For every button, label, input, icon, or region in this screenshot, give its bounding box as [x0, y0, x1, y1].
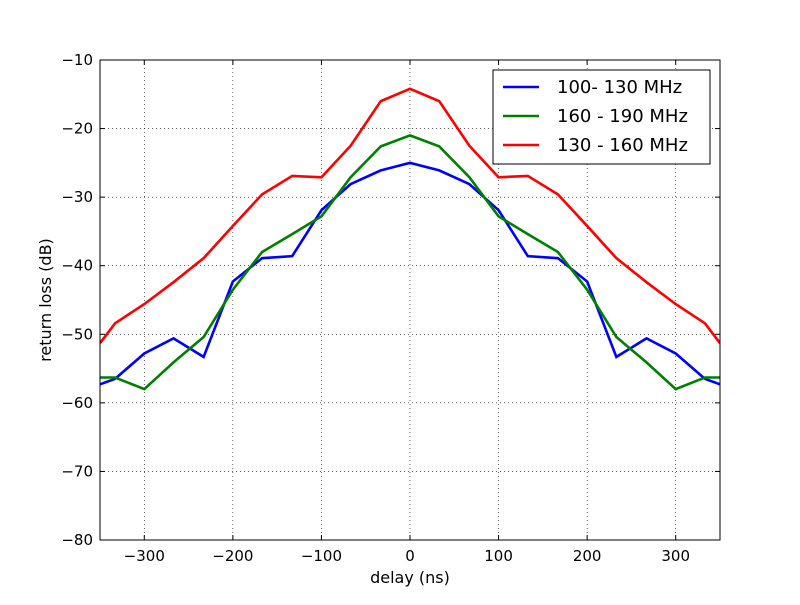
series-line-2	[100, 134, 720, 391]
legend-label-2: 160 - 190 MHz	[557, 106, 688, 127]
y-tick-label: −70	[61, 462, 93, 480]
x-axis-label: delay (ns)	[370, 568, 450, 587]
legend-label-3: 130 - 160 MHz	[557, 135, 688, 156]
y-tick-label: −60	[61, 394, 93, 412]
y-tick-label: −50	[61, 325, 93, 343]
x-tick-label: −300	[124, 547, 165, 565]
x-tick-label: 100	[484, 547, 513, 565]
x-tick-label: 300	[661, 547, 690, 565]
x-axis-tick-labels: −300 −200 −100 0 100 200 300	[124, 547, 690, 565]
y-tick-label: −80	[61, 531, 93, 549]
y-axis-label: return loss (dB)	[36, 238, 55, 362]
y-tick-label: −30	[61, 188, 93, 206]
x-tick-label: −200	[212, 547, 253, 565]
y-tick-label: −10	[61, 51, 93, 69]
y-tick-label: −20	[61, 120, 93, 138]
series-line-3	[100, 87, 720, 344]
y-axis-tick-labels: −80 −70 −60 −50 −40 −30 −20 −10	[61, 51, 93, 549]
x-tick-label: 0	[405, 547, 415, 565]
series-line-1	[100, 161, 720, 386]
y-tick-label: −40	[61, 257, 93, 275]
x-tick-label: 200	[573, 547, 602, 565]
legend-label-1: 100- 130 MHz	[557, 77, 682, 98]
legend: 100- 130 MHz 160 - 190 MHz 130 - 160 MHz	[492, 69, 711, 165]
x-tick-label: −100	[301, 547, 342, 565]
axis-ticks	[100, 59, 720, 541]
series-lines	[100, 87, 720, 391]
